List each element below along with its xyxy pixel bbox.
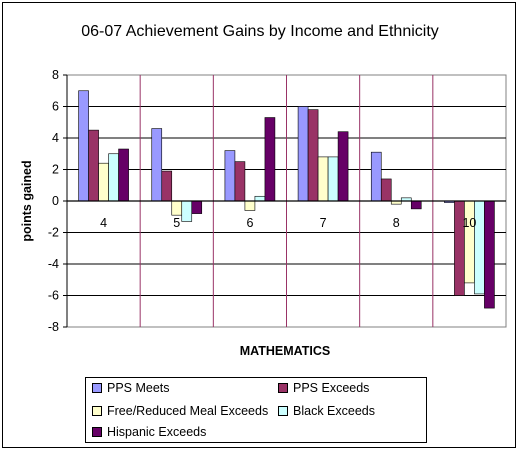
y-tick-label: 6 bbox=[52, 100, 59, 114]
legend-label-free-reduced-meal-exceeds: Free/Reduced Meal Exceeds bbox=[107, 404, 269, 418]
legend-swatch-pps-meets bbox=[92, 383, 102, 393]
legend: PPS Meets PPS Exceeds Free/Reduced Meal … bbox=[85, 377, 427, 443]
legend-swatch-free-reduced-meal-exceeds bbox=[92, 406, 102, 416]
legend-swatch-pps-exceeds bbox=[278, 383, 288, 393]
legend-item-pps-exceeds: PPS Exceeds bbox=[278, 380, 369, 396]
y-tick-label: -6 bbox=[48, 289, 59, 303]
bar-hispanic-exceeds-10 bbox=[484, 200, 495, 309]
legend-item-hispanic-exceeds: Hispanic Exceeds bbox=[92, 424, 206, 440]
bar-pps-meets-4 bbox=[78, 90, 89, 202]
bar-hispanic-exceeds-4 bbox=[118, 148, 129, 202]
bar-black-exceeds-7 bbox=[327, 156, 339, 202]
y-tick-label: -2 bbox=[48, 226, 59, 240]
legend-item-pps-meets: PPS Meets bbox=[92, 380, 170, 396]
y-tick-label: 0 bbox=[52, 194, 59, 208]
y-tick-label: 2 bbox=[52, 163, 59, 177]
bar-black-exceeds-4 bbox=[108, 153, 119, 202]
bar-free-reduced-meal-exceeds-5 bbox=[171, 200, 183, 216]
bar-hispanic-exceeds-6 bbox=[264, 117, 276, 202]
legend-swatch-hispanic-exceeds bbox=[92, 427, 102, 437]
x-tick-label-10: 10 bbox=[462, 216, 476, 230]
legend-label-black-exceeds: Black Exceeds bbox=[293, 404, 375, 418]
bar-black-exceeds-5 bbox=[181, 200, 193, 222]
x-tick-label-6: 6 bbox=[246, 216, 253, 230]
bar-free-reduced-meal-exceeds-4 bbox=[98, 162, 109, 202]
bar-pps-meets-8 bbox=[370, 151, 382, 202]
bar-pps-meets-6 bbox=[224, 150, 236, 202]
bar-chart: 06-07 Achievement Gains by Income and Et… bbox=[20, 23, 507, 358]
y-tick-label: 8 bbox=[52, 68, 59, 82]
chart-frame: 06-07 Achievement Gains by Income and Et… bbox=[2, 2, 516, 448]
legend-label-hispanic-exceeds: Hispanic Exceeds bbox=[107, 425, 207, 439]
legend-label-pps-exceeds: PPS Exceeds bbox=[293, 381, 370, 395]
bar-hispanic-exceeds-7 bbox=[337, 131, 349, 202]
bar-pps-exceeds-6 bbox=[234, 161, 246, 202]
x-tick-label-4: 4 bbox=[100, 216, 107, 230]
legend-label-pps-meets: PPS Meets bbox=[107, 381, 170, 395]
bar-free-reduced-meal-exceeds-10 bbox=[464, 200, 475, 284]
bar-pps-meets-5 bbox=[151, 128, 163, 202]
bar-pps-exceeds-8 bbox=[380, 178, 392, 202]
chart-title: 06-07 Achievement Gains by Income and Et… bbox=[81, 23, 439, 40]
bar-free-reduced-meal-exceeds-7 bbox=[317, 156, 329, 202]
bar-pps-meets-7 bbox=[297, 106, 309, 202]
y-tick-label: 4 bbox=[52, 131, 59, 145]
bar-free-reduced-meal-exceeds-6 bbox=[244, 200, 256, 211]
y-tick-label: -4 bbox=[48, 257, 59, 271]
legend-item-free-reduced-meal-exceeds: Free/Reduced Meal Exceeds bbox=[92, 403, 268, 419]
plot-area: 8 6 4 2 0 -2 -4 -6 -8 4 5 6 7 8 10 bbox=[48, 68, 507, 334]
x-tick-label-5: 5 bbox=[173, 216, 180, 230]
bar-pps-exceeds-7 bbox=[307, 109, 319, 202]
bar-hispanic-exceeds-5 bbox=[191, 200, 203, 214]
bar-black-exceeds-10 bbox=[474, 200, 485, 295]
legend-swatch-black-exceeds bbox=[278, 406, 288, 416]
x-axis-label: MATHEMATICS bbox=[240, 344, 331, 358]
y-axis-label: points gained bbox=[20, 160, 34, 241]
bar-pps-exceeds-4 bbox=[88, 129, 99, 202]
x-tick-label-7: 7 bbox=[320, 216, 327, 230]
bar-hispanic-exceeds-8 bbox=[410, 200, 422, 210]
bar-pps-exceeds-5 bbox=[161, 170, 173, 202]
bar-black-exceeds-6 bbox=[254, 195, 266, 202]
x-tick-label-8: 8 bbox=[393, 216, 400, 230]
legend-item-black-exceeds: Black Exceeds bbox=[278, 403, 375, 419]
y-tick-label: -8 bbox=[48, 320, 59, 334]
